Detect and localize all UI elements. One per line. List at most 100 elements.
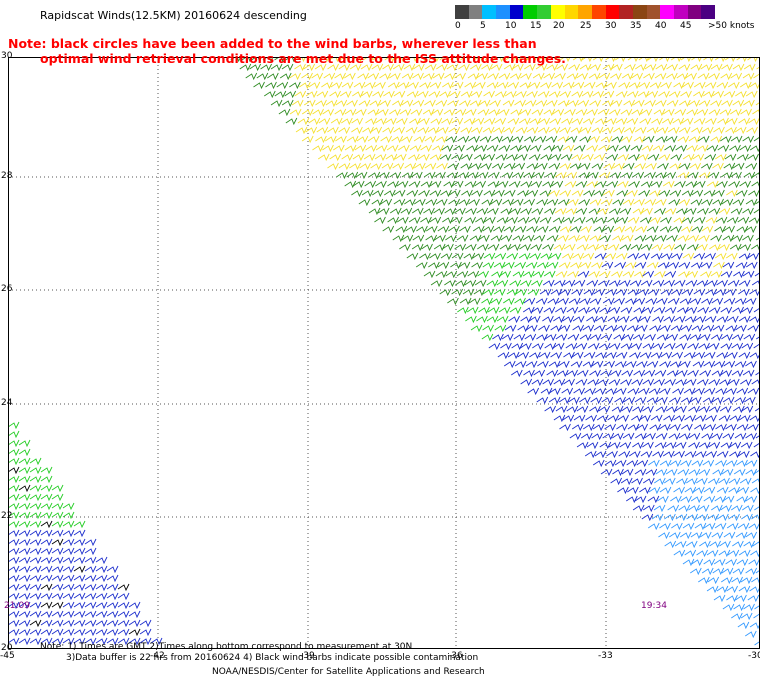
wind-barb [623, 396, 636, 405]
wind-barb [509, 207, 521, 216]
wind-barb [697, 504, 710, 513]
wind-barb [751, 577, 760, 585]
wind-barb [677, 234, 689, 243]
wind-barb [669, 531, 681, 540]
wind-barb [29, 565, 42, 574]
wind-barb [639, 351, 652, 360]
wind-barb [425, 225, 438, 234]
wind-barb [698, 333, 711, 342]
wind-barb [716, 315, 729, 324]
wind-barb [62, 556, 75, 565]
wind-barb [730, 108, 742, 117]
wind-barb [406, 189, 419, 198]
wind-barb [8, 565, 20, 574]
wind-barb [622, 432, 635, 441]
wind-barb [742, 504, 754, 513]
wind-barb [686, 270, 699, 279]
colorbar-segment [455, 5, 469, 19]
wind-barb [604, 423, 616, 432]
wind-barb [657, 261, 670, 270]
wind-barb [544, 333, 557, 342]
wind-barb [327, 162, 339, 171]
wind-barb [654, 477, 666, 486]
wind-barb [669, 459, 682, 468]
wind-barb [415, 261, 428, 270]
wind-barb [703, 387, 716, 396]
wind-barb [503, 126, 515, 135]
wind-barb [633, 297, 646, 306]
wind-barb [588, 135, 600, 144]
wind-barb [721, 468, 734, 477]
wind-barb [620, 477, 633, 486]
wind-barb [525, 360, 538, 369]
wind-barb [428, 90, 441, 99]
wind-barb [128, 628, 141, 637]
wind-barb [315, 135, 327, 144]
wind-barb [714, 252, 727, 261]
wind-barb [62, 574, 75, 583]
wind-barb [523, 198, 535, 207]
wind-barb [393, 126, 405, 135]
wind-barb [442, 243, 454, 252]
wind-barb [514, 225, 527, 234]
wind-barb [694, 414, 707, 423]
wind-barb [411, 243, 424, 252]
wind-barb [62, 637, 75, 646]
wind-barb [535, 297, 548, 306]
wind-barb [502, 198, 514, 207]
wind-barb [355, 171, 368, 180]
wind-barb [586, 144, 599, 153]
wind-barb [678, 198, 690, 207]
wind-barb [370, 126, 383, 135]
wind-barb [578, 234, 590, 243]
wind-barb [520, 180, 533, 189]
wind-barb [696, 243, 708, 252]
wind-barb [515, 90, 527, 99]
wind-barb [40, 547, 53, 556]
wind-barb [417, 90, 429, 99]
wind-barb [706, 180, 719, 189]
wind-barb [689, 396, 702, 405]
wind-barb [622, 162, 635, 171]
wind-barb [684, 315, 697, 324]
wind-barb [736, 495, 749, 504]
wind-barb [605, 117, 617, 126]
wind-barb [586, 315, 598, 324]
wind-barb [648, 459, 660, 468]
wind-barb [585, 414, 597, 423]
wind-barb [549, 153, 562, 162]
wind-barb [743, 63, 756, 72]
wind-barb [632, 171, 645, 180]
wind-barb [713, 594, 726, 603]
wind-barb [73, 583, 86, 592]
wind-barb [260, 63, 272, 72]
wind-barb [344, 144, 357, 153]
wind-barb [586, 180, 598, 189]
wind-barb [51, 565, 64, 574]
wind-barb [612, 432, 624, 441]
wind-barb [608, 306, 621, 315]
wind-barb [562, 144, 575, 153]
wind-barb [711, 369, 724, 378]
wind-barb [633, 135, 646, 144]
wind-barb [745, 261, 758, 270]
wind-barb [392, 63, 405, 72]
wind-barb [726, 585, 738, 594]
wind-barb [594, 387, 607, 396]
wind-barb [579, 126, 592, 135]
wind-barb [613, 225, 626, 234]
wind-barb [544, 171, 557, 180]
wind-barb [664, 513, 676, 522]
colorbar-segment [537, 5, 551, 19]
wind-barb [620, 342, 633, 351]
wind-barb [444, 279, 456, 288]
wind-barb [663, 315, 675, 324]
wind-barb [542, 378, 554, 387]
wind-barb [535, 63, 548, 72]
wind-barb [751, 514, 760, 522]
wind-barb [589, 234, 602, 243]
wind-barb [753, 136, 760, 142]
wind-barb [456, 234, 469, 243]
wind-barb [654, 198, 667, 207]
wind-barb [571, 351, 584, 360]
